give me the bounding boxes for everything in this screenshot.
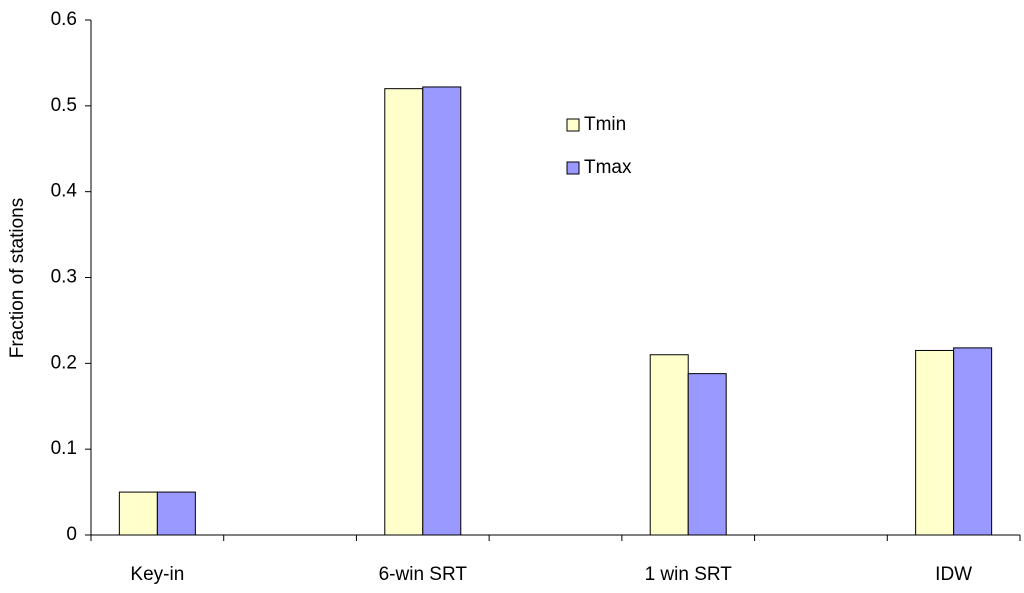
y-axis-label: Fraction of stations [7, 198, 28, 359]
x-tick-label: 1 win SRT [645, 564, 733, 585]
y-tick-label: 0.1 [51, 438, 77, 459]
bar [118, 491, 158, 536]
legend-label: Tmax [584, 157, 632, 178]
bar [156, 491, 196, 536]
x-tick-label: IDW [935, 564, 972, 585]
bar [915, 349, 955, 536]
legend-swatch [566, 118, 580, 132]
x-tick-label: 6-win SRT [379, 564, 468, 585]
y-tick-label: 0.3 [51, 267, 77, 288]
y-tick-label: 0 [66, 524, 77, 545]
bar [953, 347, 993, 536]
y-tick-label: 0.5 [51, 95, 77, 116]
bar [384, 88, 424, 536]
legend-label: Tmin [584, 114, 626, 135]
y-tick-label: 0.6 [51, 9, 77, 30]
legend-swatch [566, 161, 580, 175]
bar [649, 354, 689, 536]
x-tick-label: Key-in [130, 564, 184, 585]
bar [422, 86, 462, 536]
y-tick-label: 0.4 [51, 181, 78, 202]
bar [687, 373, 727, 536]
y-tick-label: 0.2 [51, 352, 77, 373]
